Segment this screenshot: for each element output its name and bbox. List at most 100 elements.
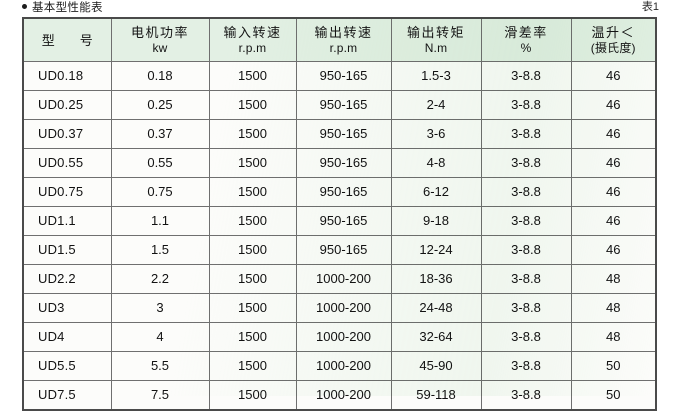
cell-torque: 9-18 [390,206,482,236]
table-row: UD2.2 2.2 1500 1000-200 18-36 3-8.8 48 [22,264,657,294]
cell-output-rpm: 1000-200 [295,293,392,323]
column-header-temp-rise-unit: (摄氏度) [590,40,636,55]
cell-output-rpm: 950-165 [295,148,392,178]
bullet-dot-icon [22,4,27,9]
cell-input-rpm: 1500 [208,351,297,381]
table-row: UD4 4 1500 1000-200 32-64 3-8.8 48 [22,322,657,352]
column-header-power: 电机功率 kw [110,17,210,62]
table-row: UD1.1 1.1 1500 950-165 9-18 3-8.8 46 [22,206,657,236]
cell-temp-rise: 48 [570,264,657,294]
column-header-output-rpm: 输出转速 r.p.m [295,17,392,62]
cell-input-rpm: 1500 [208,61,297,91]
cell-input-rpm: 1500 [208,206,297,236]
cell-temp-rise: 50 [570,351,657,381]
cell-input-rpm: 1500 [208,177,297,207]
cell-torque: 59-118 [390,380,482,411]
table-row: UD0.37 0.37 1500 950-165 3-6 3-8.8 46 [22,119,657,149]
cell-output-rpm: 950-165 [295,119,392,149]
cell-torque: 1.5-3 [390,61,482,91]
cell-input-rpm: 1500 [208,148,297,178]
table-row: UD3 3 1500 1000-200 24-48 3-8.8 48 [22,293,657,323]
cell-power: 2.2 [110,264,210,294]
cell-slip: 3-8.8 [480,90,572,120]
table-number-label: 表1 [641,1,659,13]
cell-torque: 2-4 [390,90,482,120]
cell-torque: 4-8 [390,148,482,178]
cell-torque: 45-90 [390,351,482,381]
column-header-torque-title: 输出转矩 [406,24,465,40]
cell-temp-rise: 46 [570,90,657,120]
column-header-output-rpm-unit: r.p.m [329,40,358,55]
cell-slip: 3-8.8 [480,322,572,352]
cell-temp-rise: 50 [570,380,657,411]
cell-output-rpm: 950-165 [295,177,392,207]
cell-model: UD4 [22,322,112,352]
cell-model: UD0.18 [22,61,112,91]
column-header-power-unit: kw [152,40,168,55]
cell-slip: 3-8.8 [480,235,572,265]
table-header: 型 号 电机功率 kw 输入转速 r.p.m 输出转速 r.p.m [22,17,657,62]
cell-slip: 3-8.8 [480,380,572,411]
cell-temp-rise: 48 [570,293,657,323]
cell-temp-rise: 46 [570,119,657,149]
cell-slip: 3-8.8 [480,61,572,91]
column-header-input-rpm-title: 输入转速 [223,24,282,40]
column-header-torque: 输出转矩 N.m [390,17,482,62]
cell-power: 1.1 [110,206,210,236]
cell-power: 0.55 [110,148,210,178]
cell-temp-rise: 46 [570,177,657,207]
cell-output-rpm: 950-165 [295,206,392,236]
cell-input-rpm: 1500 [208,235,297,265]
cell-slip: 3-8.8 [480,206,572,236]
cell-temp-rise: 46 [570,148,657,178]
performance-table-wrap: 型 号 电机功率 kw 输入转速 r.p.m 输出转速 r.p.m [22,17,657,411]
cell-model: UD0.75 [22,177,112,207]
cell-slip: 3-8.8 [480,264,572,294]
table-row: UD0.25 0.25 1500 950-165 2-4 3-8.8 46 [22,90,657,120]
column-header-temp-rise: 温升＜ (摄氏度) [570,17,657,62]
table-row: UD5.5 5.5 1500 1000-200 45-90 3-8.8 50 [22,351,657,381]
cell-output-rpm: 1000-200 [295,380,392,411]
cell-temp-rise: 46 [570,235,657,265]
column-header-input-rpm: 输入转速 r.p.m [208,17,297,62]
column-header-model-title: 型 号 [41,32,99,48]
cell-temp-rise: 46 [570,61,657,91]
cell-output-rpm: 950-165 [295,90,392,120]
cell-slip: 3-8.8 [480,119,572,149]
table-header-row: 型 号 电机功率 kw 输入转速 r.p.m 输出转速 r.p.m [22,17,657,62]
column-header-output-rpm-title: 输出转速 [314,24,373,40]
cell-power: 7.5 [110,380,210,411]
table-body: UD0.18 0.18 1500 950-165 1.5-3 3-8.8 46 UD0.25 0… [22,61,657,411]
table-row: UD1.5 1.5 1500 950-165 12-24 3-8.8 46 [22,235,657,265]
cell-torque: 6-12 [390,177,482,207]
cell-power: 4 [110,322,210,352]
cell-power: 1.5 [110,235,210,265]
cell-slip: 3-8.8 [480,177,572,207]
cell-output-rpm: 1000-200 [295,264,392,294]
cell-model: UD7.5 [22,380,112,411]
cell-output-rpm: 950-165 [295,235,392,265]
cell-model: UD0.25 [22,90,112,120]
table-row: UD0.55 0.55 1500 950-165 4-8 3-8.8 46 [22,148,657,178]
cell-torque: 18-36 [390,264,482,294]
page-title-text: 基本型性能表 [32,2,103,14]
cell-model: UD0.55 [22,148,112,178]
column-header-input-rpm-unit: r.p.m [238,40,267,55]
cell-slip: 3-8.8 [480,351,572,381]
column-header-torque-unit: N.m [424,40,448,55]
cell-slip: 3-8.8 [480,293,572,323]
cell-power: 0.18 [110,61,210,91]
cell-temp-rise: 46 [570,206,657,236]
cell-torque: 32-64 [390,322,482,352]
cell-input-rpm: 1500 [208,322,297,352]
column-header-slip: 滑差率 % [480,17,572,62]
cell-input-rpm: 1500 [208,264,297,294]
performance-table: 型 号 电机功率 kw 输入转速 r.p.m 输出转速 r.p.m [22,17,657,411]
column-header-slip-unit: % [520,40,532,55]
table-row: UD0.75 0.75 1500 950-165 6-12 3-8.8 46 [22,177,657,207]
cell-torque: 24-48 [390,293,482,323]
cell-power: 0.37 [110,119,210,149]
cell-power: 0.25 [110,90,210,120]
cell-model: UD5.5 [22,351,112,381]
